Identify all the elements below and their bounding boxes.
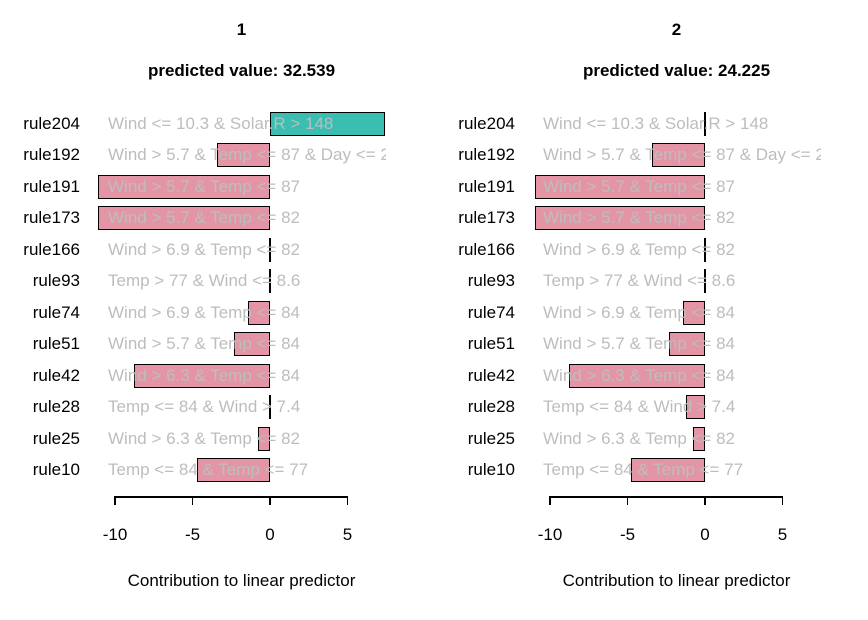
rule-label: rule28 (467, 397, 515, 417)
x-axis-tick (114, 496, 116, 505)
x-axis-tick-label: -5 (619, 525, 636, 544)
rule-label: rule25 (467, 428, 515, 448)
x-axis-tick (781, 496, 784, 505)
x-axis-tick-label: 5 (342, 525, 353, 544)
negative-contribution-bar (669, 332, 705, 357)
negative-contribution-bar (234, 332, 270, 357)
zero-contribution-marker (704, 269, 706, 294)
rule-condition-text: Wind > 5.7 & Temp <= 82 (108, 208, 300, 228)
rule-condition-text: Wind > 5.7 & Temp <= 84 (108, 334, 300, 354)
x-axis-line (115, 496, 348, 498)
panel-observation-1: 1 predicted value: 32.539 rule204 Wind <=… (0, 0, 433, 620)
positive-contribution-bar (270, 112, 385, 136)
rule-condition-text: Wind > 5.7 & Temp <= 87 (108, 176, 300, 196)
negative-contribution-bar (133, 363, 270, 388)
rule-condition-text: Wind > 6.3 & Temp <= 82 (543, 428, 735, 448)
rule-label: rule74 (467, 302, 515, 322)
rule-condition-text: Wind > 6.3 & Temp <= 84 (108, 365, 300, 385)
rule-condition-text: Wind > 5.7 & Temp <= 84 (543, 334, 735, 354)
rule-condition-text: Wind <= 10.3 & Solar.R > 148 (108, 114, 334, 133)
predicted-value: predicted value: 24.225 (582, 61, 771, 80)
rule-condition-text: Wind > 6.3 & Temp <= 82 (108, 428, 300, 448)
rule-label: rule93 (32, 271, 80, 291)
panel-title: 1 (236, 20, 247, 39)
x-axis-label: Contribution to linear predictor (127, 571, 356, 590)
zero-contribution-marker (269, 269, 271, 294)
zero-contribution-marker (269, 237, 271, 262)
negative-contribution-bar (568, 363, 705, 388)
rule-label: rule191 (23, 176, 80, 196)
x-axis-tick-label: -10 (102, 525, 128, 544)
negative-contribution-bar (97, 206, 270, 231)
rule-condition-text: Temp <= 84 & Wind > 7.4 (108, 397, 301, 417)
rule-condition-text: Wind > 6.9 & Temp <= 82 (543, 239, 735, 259)
rule-condition-text: Wind > 5.7 & Temp <= 87 & Day <= 2 (108, 145, 386, 165)
x-axis-tick (626, 496, 629, 505)
negative-contribution-bar (692, 426, 705, 451)
predicted-value: predicted value: 32.539 (147, 61, 336, 80)
negative-contribution-bar (248, 300, 270, 325)
rule-label: rule192 (23, 145, 80, 165)
rule-condition-text: Wind > 5.7 & Temp <= 87 & Day <= 2 (543, 145, 821, 165)
x-axis-tick-label: 0 (265, 525, 275, 544)
rule-condition-text: Wind > 6.3 & Temp <= 84 (543, 365, 735, 385)
rule-label: rule51 (32, 334, 80, 354)
x-axis-tick (549, 496, 551, 505)
rule-condition-text: Temp > 77 & Wind <= 8.6 (543, 271, 736, 291)
rule-condition-text: Temp <= 84 & Temp <= 77 (543, 459, 744, 479)
rule-label: rule173 (23, 208, 80, 228)
rule-label: rule42 (467, 365, 515, 385)
negative-contribution-bar (257, 426, 270, 451)
rule-label: rule166 (458, 239, 515, 259)
rule-label: rule10 (467, 459, 515, 479)
rule-label: rule93 (467, 271, 515, 291)
negative-contribution-bar (534, 206, 705, 231)
rule-condition-text: Wind > 5.7 & Temp <= 82 (543, 208, 735, 228)
negative-contribution-bar (686, 395, 705, 420)
zero-contribution-marker (704, 237, 706, 262)
rule-label: rule166 (23, 239, 80, 259)
rule-condition-text: Wind <= 10.3 & Solar.R > 148 (543, 114, 769, 133)
negative-contribution-bar (217, 143, 270, 168)
rule-condition-text: Wind > 6.9 & Temp <= 82 (108, 239, 300, 259)
rule-label: rule51 (467, 334, 515, 354)
rule-label: rule204 (458, 114, 515, 133)
rule-label: rule74 (32, 302, 80, 322)
x-axis-tick-label: 5 (777, 525, 788, 544)
rule-label: rule28 (32, 397, 80, 417)
panel-observation-2: 2 predicted value: 24.225 rule204 Wind <=… (435, 0, 868, 620)
x-axis-label: Contribution to linear predictor (562, 571, 791, 590)
rule-label: rule10 (32, 459, 80, 479)
negative-contribution-bar (630, 457, 705, 482)
x-axis-tick-label: -5 (184, 525, 201, 544)
zero-contribution-marker (704, 112, 706, 136)
rule-condition-text: Temp > 77 & Wind <= 8.6 (108, 271, 301, 291)
panel-title: 2 (671, 20, 682, 39)
rule-condition-text: Wind > 5.7 & Temp <= 87 (543, 176, 735, 196)
x-axis-tick (191, 496, 194, 505)
rule-label: rule25 (32, 428, 80, 448)
rule-label: rule173 (458, 208, 515, 228)
x-axis-tick (346, 496, 349, 505)
rule-condition-text: Temp <= 84 & Temp <= 77 (108, 459, 309, 479)
rule-label: rule204 (23, 114, 80, 133)
rule-label: rule191 (458, 176, 515, 196)
zero-contribution-marker (269, 395, 271, 420)
rule-condition-text: Temp <= 84 & Wind > 7.4 (543, 397, 736, 417)
rule-label: rule192 (458, 145, 515, 165)
rule-condition-text: Wind > 6.9 & Temp <= 84 (108, 302, 300, 322)
rule-label: rule42 (32, 365, 80, 385)
negative-contribution-bar (197, 457, 270, 482)
x-axis-tick (704, 496, 706, 505)
negative-contribution-bar (683, 300, 705, 325)
negative-contribution-bar (534, 174, 705, 199)
x-axis-tick-label: -10 (537, 525, 563, 544)
negative-contribution-bar (97, 174, 270, 199)
negative-contribution-bar (652, 143, 705, 168)
x-axis-tick (269, 496, 271, 505)
x-axis-tick-label: 0 (700, 525, 710, 544)
rule-condition-text: Wind > 6.9 & Temp <= 84 (543, 302, 735, 322)
x-axis-line (550, 496, 783, 498)
